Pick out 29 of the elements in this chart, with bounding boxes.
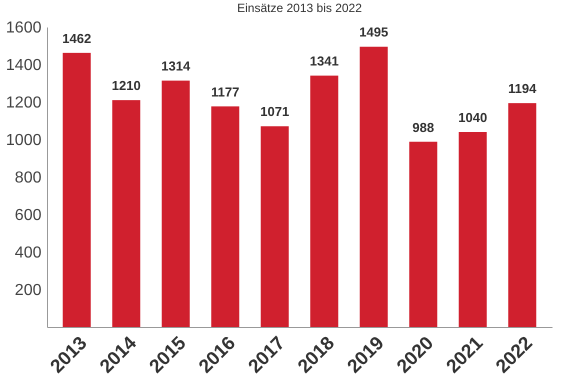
data-label: 1071 (260, 104, 290, 120)
y-tick-label: 1000 (6, 132, 42, 149)
data-label: 1314 (161, 58, 191, 74)
data-label: 1341 (310, 54, 339, 69)
data-label: 1210 (112, 78, 141, 94)
bar (409, 142, 438, 327)
data-label: 988 (412, 120, 434, 135)
bar (211, 106, 240, 327)
bar (260, 126, 289, 327)
chart-title: Einsätze 2013 bis 2022 (237, 1, 362, 15)
bar (112, 100, 140, 327)
bar (458, 132, 487, 327)
data-label: 1177 (211, 84, 240, 100)
y-tick-label: 200 (14, 282, 42, 299)
data-label: 1194 (508, 81, 538, 96)
bar (62, 52, 91, 327)
bar (508, 103, 536, 327)
y-tick-label: 400 (14, 244, 42, 262)
y-tick-label: 1600 (6, 20, 42, 36)
bar (310, 76, 338, 327)
y-tick-label: 600 (14, 207, 42, 224)
y-tick-label: 800 (14, 170, 42, 186)
y-tick-label: 1400 (6, 57, 42, 74)
data-label: 1495 (359, 24, 388, 40)
data-label: 1462 (62, 30, 92, 46)
y-tick-label: 1200 (6, 94, 42, 112)
bar (162, 80, 190, 327)
bar (360, 46, 388, 327)
data-label: 1040 (458, 110, 488, 125)
